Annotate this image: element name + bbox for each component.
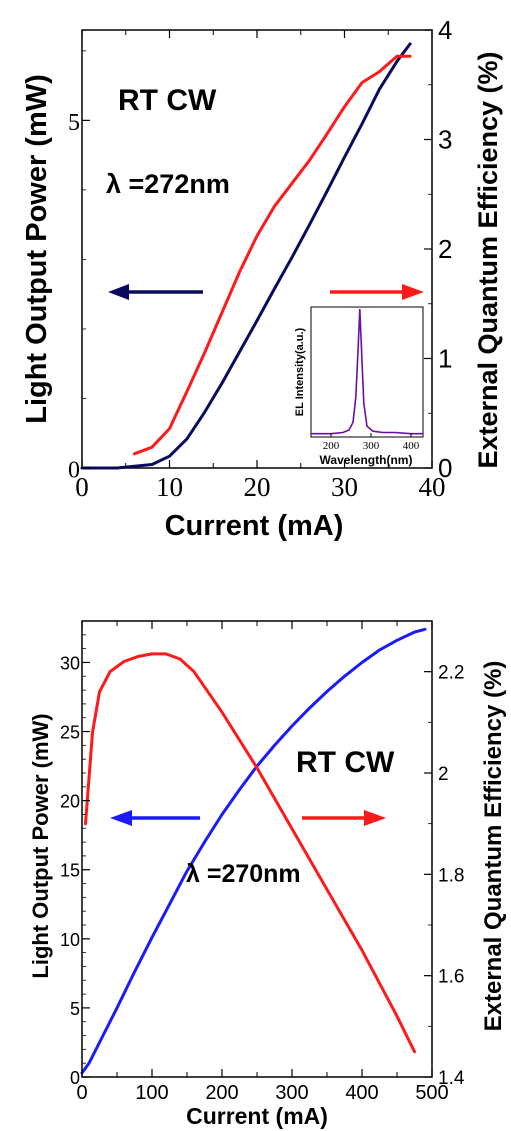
y-right-tick-label: 1 <box>438 344 452 374</box>
y-right-tick-label: 4 <box>438 15 452 45</box>
chart-1-series-eqe-line <box>84 652 416 1054</box>
y-left-tick-label: 5 <box>68 110 80 136</box>
y-right-tick-label: 2 <box>438 764 449 785</box>
chart-top-power-arrow <box>108 284 203 300</box>
chart-bottom: 0 100 200 300 400 500 0 5 10 15 20 25 30 1.4 1.6 1.8 2 2.… <box>28 620 507 1129</box>
inset-x-tick-label: 200 <box>323 440 340 452</box>
x-tick-label: 500 <box>415 1082 448 1104</box>
y-right-tick-label: 0 <box>438 453 452 483</box>
x-tick-label: 10 <box>156 472 183 502</box>
chart-top-condition-label: RT CW <box>118 84 217 117</box>
chart-top-y-right-label: External Quantum Efficiency (%) <box>473 51 503 468</box>
chart-0-series-power-line <box>80 42 412 470</box>
inset-x-label: Wavelength(nm) <box>320 453 413 467</box>
y-right-tick-label: 2 <box>438 234 452 264</box>
y-right-tick-label: 1.8 <box>438 865 464 886</box>
y-left-tick-label: 15 <box>60 861 80 881</box>
y-right-tick-label: 1.4 <box>438 1068 465 1089</box>
inset-y-label: EL Intensity(a.u.) <box>294 327 306 416</box>
chart-bottom-wavelength-label: λ =270nm <box>186 860 301 888</box>
chart-top-inset: 200 300 400 EL Intensity(a.u.) Wavelength(… <box>294 306 424 467</box>
chart-0-series-eqe-line <box>133 54 412 456</box>
x-tick-label: 200 <box>205 1082 238 1104</box>
inset-x-tick-label: 400 <box>403 440 420 452</box>
chart-bottom-y-right-label: External Quantum Efficiency (%) <box>480 661 507 1032</box>
chart-bottom-power-arrow <box>110 810 200 826</box>
chart-bottom-y-left-label: Light Output Power (mW) <box>28 713 53 978</box>
inset-series-layer: 200 300 400 <box>311 308 423 452</box>
x-tick-label: 0 <box>75 472 89 502</box>
x-tick-label: 300 <box>275 1082 308 1104</box>
x-tick-label: 40 <box>419 472 446 502</box>
y-left-tick-label: 25 <box>60 723 80 743</box>
y-right-tick-label: 3 <box>438 125 452 155</box>
chart-top-y-left-label: Light Output Power (mW) <box>21 74 53 424</box>
chart-top-series-layer <box>80 42 412 470</box>
chart-bottom-condition-label: RT CW <box>296 746 395 779</box>
y-left-tick-label: 10 <box>60 930 80 950</box>
x-tick-label: 20 <box>244 472 271 502</box>
chart-top-eqe-arrow <box>330 284 424 300</box>
chart-top-wavelength-label: λ =272nm <box>106 169 230 199</box>
y-left-tick-label: 0 <box>70 1068 80 1088</box>
y-left-tick-label: 30 <box>60 653 80 673</box>
y-right-tick-label: 2.2 <box>438 663 464 684</box>
x-tick-label: 30 <box>331 472 358 502</box>
chart-bottom-plot-frame <box>81 620 433 1078</box>
y-left-tick-label: 20 <box>60 792 80 812</box>
y-left-tick-label: 5 <box>70 999 80 1019</box>
inset-x-tick-label: 300 <box>363 440 380 452</box>
chart-top-x-label: Current (mA) <box>165 510 344 542</box>
y-right-tick-label: 1.6 <box>438 967 464 988</box>
chart-bottom-eqe-arrow <box>302 810 386 826</box>
inset-frame <box>310 306 424 438</box>
x-tick-label: 100 <box>135 1082 168 1104</box>
x-tick-label: 0 <box>76 1082 87 1104</box>
chart-bottom-series-layer <box>80 627 427 1075</box>
x-tick-label: 400 <box>345 1082 378 1104</box>
chart-1-series-power-line <box>80 627 427 1075</box>
y-left-tick-label: 0 <box>68 457 80 483</box>
inset-spectrum-line <box>311 308 423 435</box>
chart-bottom-x-label: Current (mA) <box>186 1103 328 1129</box>
chart-bottom-ticks-layer: 0 100 200 300 400 500 0 5 10 15 20 25 30 1.4 1.6 1.8 2 2.… <box>60 620 465 1104</box>
